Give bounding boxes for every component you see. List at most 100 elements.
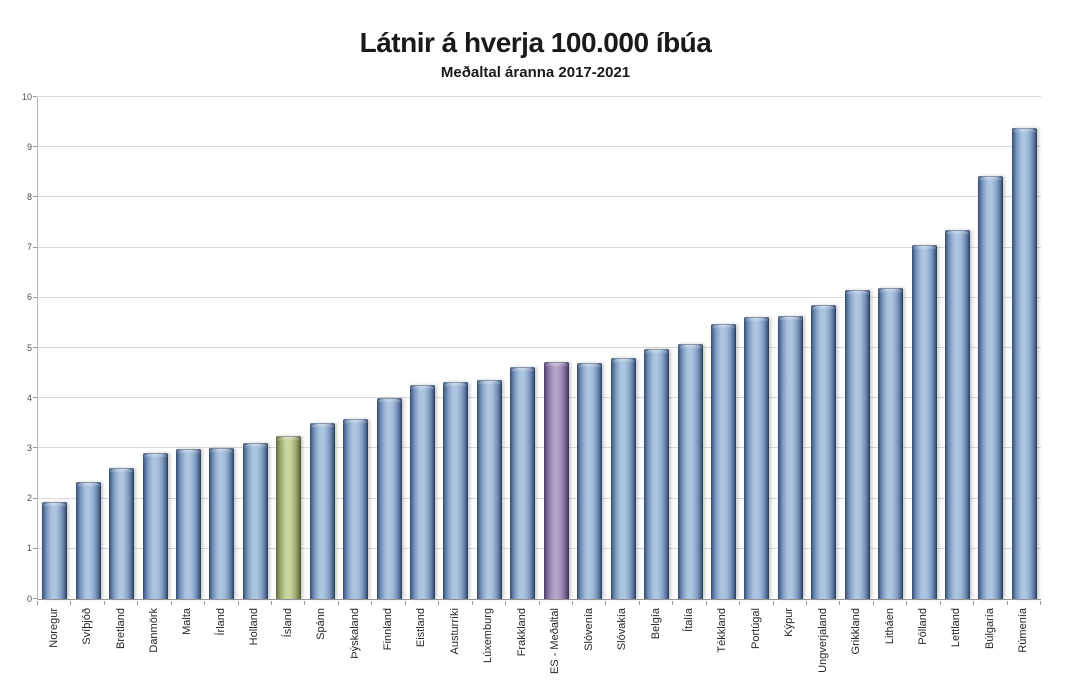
bar-cell <box>205 97 238 599</box>
y-axis-tick <box>33 196 37 198</box>
y-axis-label: 10 <box>21 91 32 102</box>
x-label-cell: Ítalía <box>672 608 705 632</box>
x-axis-label: Frakkland <box>515 608 528 657</box>
x-axis: Noregur Svíþjóð Bretland Danmörk Malta Írland… <box>37 601 1041 686</box>
x-axis-label: Holland <box>248 608 261 646</box>
x-axis-tick <box>872 601 874 605</box>
x-label-cell: Litháen <box>873 608 906 644</box>
gridline <box>38 146 1041 148</box>
x-axis-label: Slóvenía <box>582 608 595 651</box>
x-axis-label: Þýskaland <box>348 608 361 659</box>
x-axis-label: Belgía <box>649 608 662 640</box>
gridline <box>38 497 1041 499</box>
x-axis-tick <box>70 601 72 605</box>
gridline <box>38 296 1041 298</box>
y-axis-tick <box>33 397 37 399</box>
y-axis-tick <box>33 447 37 449</box>
x-axis-label: Litháen <box>883 608 896 645</box>
x-axis-label: Danmörk <box>148 608 160 653</box>
bar-Holland <box>242 443 268 599</box>
y-axis-tick <box>33 598 37 599</box>
y-axis-tick <box>33 547 37 549</box>
x-axis-label: Tékkland <box>716 608 729 653</box>
gridline <box>38 246 1041 248</box>
x-axis-tick <box>1006 601 1008 605</box>
x-label-cell: Lettland <box>940 608 973 647</box>
bar-cell <box>874 97 907 599</box>
x-axis-label: Slóvakía <box>616 608 629 651</box>
y-axis-tick <box>33 146 37 148</box>
x-axis-tick <box>204 601 206 605</box>
x-axis-tick <box>939 601 941 605</box>
bar-Belgía <box>644 348 670 599</box>
bar-cell <box>506 97 539 599</box>
x-label-cell: Noregur <box>37 608 70 648</box>
bar-Svíþjóð <box>75 482 101 599</box>
bar-cell <box>640 97 673 599</box>
bar-cell <box>406 97 439 599</box>
bar-cell <box>339 97 372 599</box>
x-axis-label: Írland <box>214 608 227 636</box>
x-axis-tick <box>271 601 273 605</box>
bar-cell <box>573 97 606 599</box>
bar-Ísland <box>276 435 302 599</box>
x-axis-label: Spánn <box>315 608 328 640</box>
x-axis-label: Portúgal <box>749 608 762 649</box>
gridline <box>38 196 1041 198</box>
x-label-cell: Pólland <box>906 608 939 645</box>
bar-Bretland <box>109 468 135 599</box>
bar-Þýskaland <box>343 419 369 599</box>
x-label-cell: Frakkland <box>505 608 538 656</box>
bar-Grikkland <box>844 289 870 599</box>
bar-cell <box>673 97 706 599</box>
bar-Lúxemburg <box>476 379 502 599</box>
chart-title: Látnir á hverja 100.000 íbúa <box>359 27 712 58</box>
bar-cell <box>774 97 807 599</box>
x-label-cell: Belgía <box>639 608 672 639</box>
x-axis-label: Rúmenía <box>1017 608 1030 653</box>
x-axis-label: Lúxemburg <box>482 608 495 664</box>
x-label-cell: Austurríki <box>438 608 471 654</box>
bar-Kýpur <box>777 316 803 599</box>
x-axis-label: Malta <box>181 608 194 635</box>
bar-cell <box>306 97 339 599</box>
x-axis-label: Ítalía <box>682 608 695 632</box>
gridline <box>38 547 1041 549</box>
x-axis-tick <box>571 601 573 605</box>
bar-Lettland <box>945 229 971 599</box>
x-axis-tick <box>805 601 807 605</box>
bar-Spánn <box>309 422 335 599</box>
x-label-cell: Búlgaría <box>973 608 1006 649</box>
x-label-cell: Finnland <box>371 608 404 650</box>
bar-cell <box>71 97 104 599</box>
bar-cell <box>941 97 974 599</box>
bar-Frakkland <box>510 367 536 599</box>
y-axis-tick <box>33 497 37 499</box>
x-axis-label: Bretland <box>114 608 127 649</box>
bar-cell <box>439 97 472 599</box>
x-label-cell: Portúgal <box>739 608 772 649</box>
y-axis-label: 5 <box>26 342 32 353</box>
bar-Rúmenía <box>1011 127 1037 599</box>
gridline <box>38 397 1041 399</box>
x-label-cell: Malta <box>171 608 204 635</box>
x-axis-tick <box>739 601 741 605</box>
x-axis-tick <box>438 601 440 605</box>
bar-Litháen <box>878 288 904 599</box>
y-axis-tick <box>33 347 37 348</box>
x-axis-tick <box>705 601 707 605</box>
x-axis-label: Noregur <box>47 608 60 648</box>
x-label-cell: Tékkland <box>706 608 739 653</box>
x-axis-label: Austurríki <box>448 608 461 655</box>
bar-cell <box>1008 97 1041 599</box>
x-axis-tick <box>304 601 306 605</box>
x-axis-tick <box>371 601 373 605</box>
x-axis-label: Svíþjóð <box>81 608 94 645</box>
bar-Pólland <box>911 245 937 599</box>
x-axis-tick <box>638 601 640 605</box>
x-label-cell: Þýskaland <box>338 608 371 659</box>
bar-cell <box>239 97 272 599</box>
y-axis-tick <box>33 246 37 248</box>
y-axis-label: 6 <box>26 292 32 303</box>
x-axis-label: Kýpur <box>783 608 796 637</box>
